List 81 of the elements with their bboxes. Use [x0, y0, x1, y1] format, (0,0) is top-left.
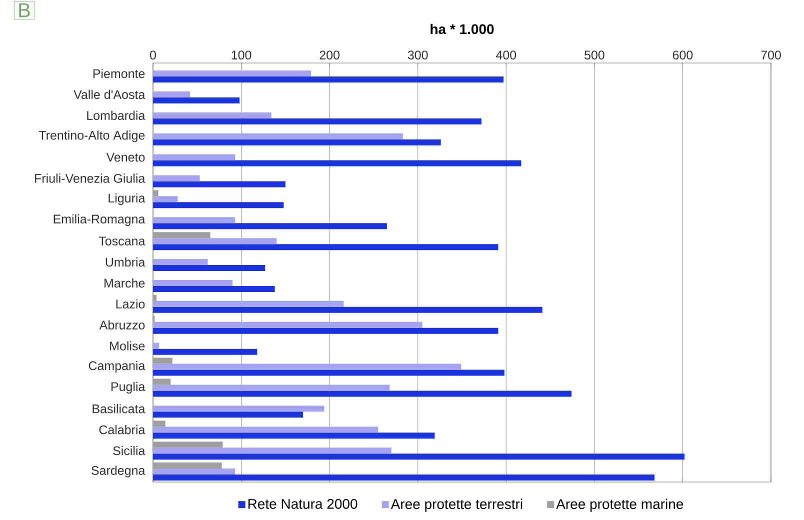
bar: [153, 133, 403, 140]
bar: [153, 190, 158, 196]
y-tick-label: Lazio: [116, 299, 145, 309]
bar: [153, 76, 504, 82]
x-tick-label: 300: [408, 50, 428, 60]
bar: [153, 244, 498, 250]
y-tick-label: Toscana: [98, 236, 146, 246]
bar: [153, 259, 208, 266]
y-tick-label: Veneto: [106, 152, 145, 162]
y-tick-label: Friuli-Venezia Giulia: [35, 174, 146, 183]
legend-label: Aree protette terrestri: [390, 498, 522, 512]
bar: [153, 448, 392, 454]
y-tick-label: Piemonte: [93, 68, 145, 78]
bar: [153, 364, 462, 370]
bar: [153, 202, 284, 208]
bar: [153, 432, 435, 439]
y-tick-label: Sicilia: [113, 446, 146, 456]
x-tick-label: 200: [320, 50, 340, 60]
bar: [153, 412, 304, 418]
bar: [153, 70, 312, 76]
bar: [153, 370, 504, 376]
bar: [153, 348, 258, 355]
x-tick-label: 0: [150, 50, 156, 60]
bar: [153, 306, 542, 313]
bar: [153, 265, 266, 272]
y-tick-label: Puglia: [111, 382, 146, 394]
bar: [153, 97, 240, 104]
x-tick-label: 600: [672, 50, 693, 60]
bar: [153, 294, 157, 301]
y-tick-label: Calabria: [99, 425, 146, 434]
y-tick-label: Emilia-Romagna: [54, 214, 146, 226]
y-tick-label: Liguria: [108, 193, 146, 205]
x-tick-label: 100: [232, 50, 252, 60]
bar: [153, 112, 272, 118]
bar: [153, 358, 172, 364]
bar: [153, 454, 684, 460]
bar: [153, 322, 422, 328]
y-tick-label: Marche: [104, 278, 145, 288]
bar: [153, 420, 166, 427]
x-tick-label: 500: [584, 50, 604, 60]
bar: [153, 474, 654, 481]
text: B: [19, 3, 30, 18]
y-tick-label: Abruzzo: [99, 320, 145, 330]
bar: [153, 181, 286, 188]
y-tick-label: Valle d'Aosta: [74, 90, 146, 100]
bar: [153, 232, 210, 238]
y-tick-label: Molise: [110, 341, 145, 350]
x-tick-label: 700: [761, 50, 781, 60]
bar: [153, 378, 171, 385]
y-tick-label: Trentino-Alto Adige: [38, 130, 145, 142]
y-tick-label: Basilicata: [92, 404, 146, 414]
bar: [153, 154, 236, 160]
bar: [153, 342, 160, 349]
bar: [153, 328, 498, 334]
bar: [153, 300, 344, 307]
bar: [153, 468, 236, 475]
bar: [153, 223, 387, 230]
x-tick-label: 400: [496, 50, 516, 60]
bar: [153, 91, 190, 98]
y-tick-label: Sardegna: [92, 466, 146, 478]
y-tick-label: Umbria: [106, 257, 146, 267]
bar: [153, 426, 378, 433]
y-tick-label: Lombardia: [87, 110, 146, 120]
bar: [153, 196, 178, 202]
bar: [153, 286, 275, 292]
bar: [153, 118, 482, 124]
bar: [153, 390, 572, 397]
bar: [153, 442, 223, 448]
bar: [153, 175, 200, 182]
y-tick-label: Campania: [88, 360, 146, 373]
bar: [153, 462, 222, 469]
bar: [153, 160, 522, 166]
bar: [153, 217, 236, 224]
bar: [153, 238, 277, 244]
legend-label: Aree protette marine: [556, 498, 684, 512]
bar: [153, 139, 441, 146]
bar: [153, 406, 324, 412]
legend-label: Rete Natura 2000: [248, 498, 358, 509]
bar: [153, 384, 390, 391]
bar: [153, 280, 232, 286]
chart-title: ha * 1.000: [430, 24, 494, 34]
